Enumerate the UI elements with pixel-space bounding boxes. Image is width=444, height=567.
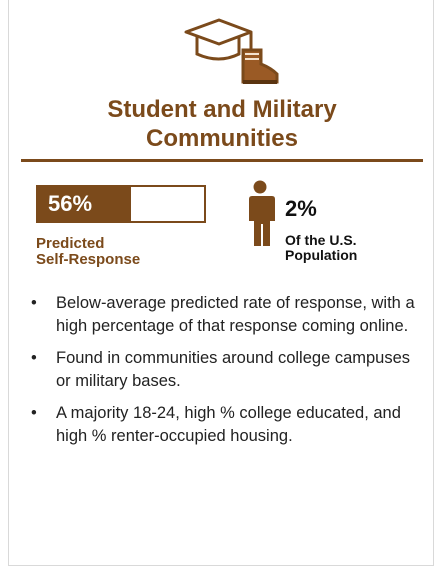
caption-line: Of the U.S. <box>285 232 357 248</box>
person-icon <box>248 180 275 246</box>
bullet-list: • Below-average predicted rate of respons… <box>29 292 419 457</box>
response-caption: Predicted Self-Response <box>36 236 140 268</box>
icon <box>184 18 279 84</box>
population-caption: Of the U.S. Population <box>285 233 357 263</box>
title: Student and Military Communities <box>107 96 337 152</box>
bullet: • A majority 18-24, high % college educat… <box>29 402 419 448</box>
bullet-text: Found in communities around college camp… <box>56 349 411 390</box>
bullet-dot: • <box>31 404 37 422</box>
response-label: 56% <box>48 191 93 216</box>
bullet: • Below-average predicted rate of respons… <box>29 292 419 338</box>
bullet: • Found in communities around college cam… <box>29 347 419 393</box>
bullet-dot: • <box>31 294 37 312</box>
divider <box>21 159 423 162</box>
bullet-text: A majority 18-24, high % college educate… <box>56 404 401 445</box>
card: Student and Military Communities 56% Pre… <box>8 0 434 566</box>
population-label: 2% <box>285 196 317 221</box>
bullet-text: Below-average predicted rate of response… <box>56 294 415 335</box>
bullet-dot: • <box>31 349 37 367</box>
caption-line: Predicted <box>36 235 105 252</box>
caption-line: Self-Response <box>36 251 141 268</box>
caption-line: Population <box>285 247 358 263</box>
response-bar: 56% <box>36 185 206 223</box>
response-fill <box>38 187 131 221</box>
